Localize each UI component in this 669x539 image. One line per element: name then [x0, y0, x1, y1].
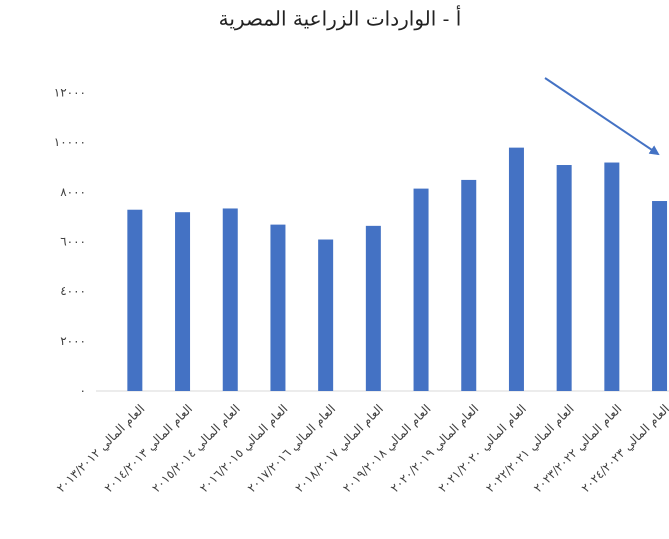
- bar: [222, 208, 238, 391]
- x-tick-label: العام المالي ٢٠٢٤/٢٠٢٣: [579, 402, 669, 496]
- bar: [127, 209, 143, 391]
- x-tick-label: العام المالي ٢٠١٩/٢٠١٨: [340, 402, 434, 496]
- bar: [604, 162, 620, 391]
- x-tick-label: العام المالي ٢٠٢٢/٢٠٢١: [483, 402, 577, 496]
- x-tick-label: العام المالي ٢٠١٣/٢٠١٢: [54, 402, 148, 496]
- y-tick-label: ١٠٠٠٠: [54, 135, 86, 149]
- bar: [270, 224, 286, 391]
- y-tick-label: ١٢٠٠٠: [54, 86, 86, 100]
- bar: [365, 225, 381, 391]
- y-tick-label: ٤٠٠٠: [60, 284, 86, 298]
- bar: [461, 179, 477, 391]
- y-tick-label: ٦٠٠٠: [60, 235, 86, 249]
- bar: [556, 165, 572, 391]
- bar: [413, 188, 429, 391]
- y-tick-label: ٨٠٠٠: [60, 185, 86, 199]
- bar: [508, 147, 524, 391]
- y-tick-label: ٠: [80, 384, 86, 398]
- bar: [318, 239, 334, 391]
- x-tick-label: العام المالي ٢٠١٧/٢٠١٦: [245, 402, 339, 496]
- y-tick-label: ٢٠٠٠: [60, 334, 86, 348]
- x-tick-label: العام المالي ٢٠٢٣/٢٠٢٢: [531, 402, 625, 496]
- arrow: [544, 77, 660, 156]
- bar: [175, 212, 191, 391]
- x-tick-label: العام المالي ٢٠١٦/٢٠١٥: [197, 402, 291, 496]
- x-tick-label: العام المالي ٢٠١٤/٢٠١٣: [102, 402, 196, 496]
- x-tick-label: العام المالي ٢٠١٥/٢٠١٤: [149, 402, 243, 496]
- bar: [652, 201, 668, 391]
- x-tick-label: العام المالي ٢٠١٨/٢٠١٧: [292, 402, 386, 496]
- x-tick-label: العام المالي ٢٠٢١/٢٠٢٠: [435, 402, 529, 496]
- x-tick-label: العام المالي ٢٠٢٠/٢٠١٩: [388, 402, 482, 496]
- chart-title: أ - الواردات الزراعية المصرية: [219, 5, 462, 31]
